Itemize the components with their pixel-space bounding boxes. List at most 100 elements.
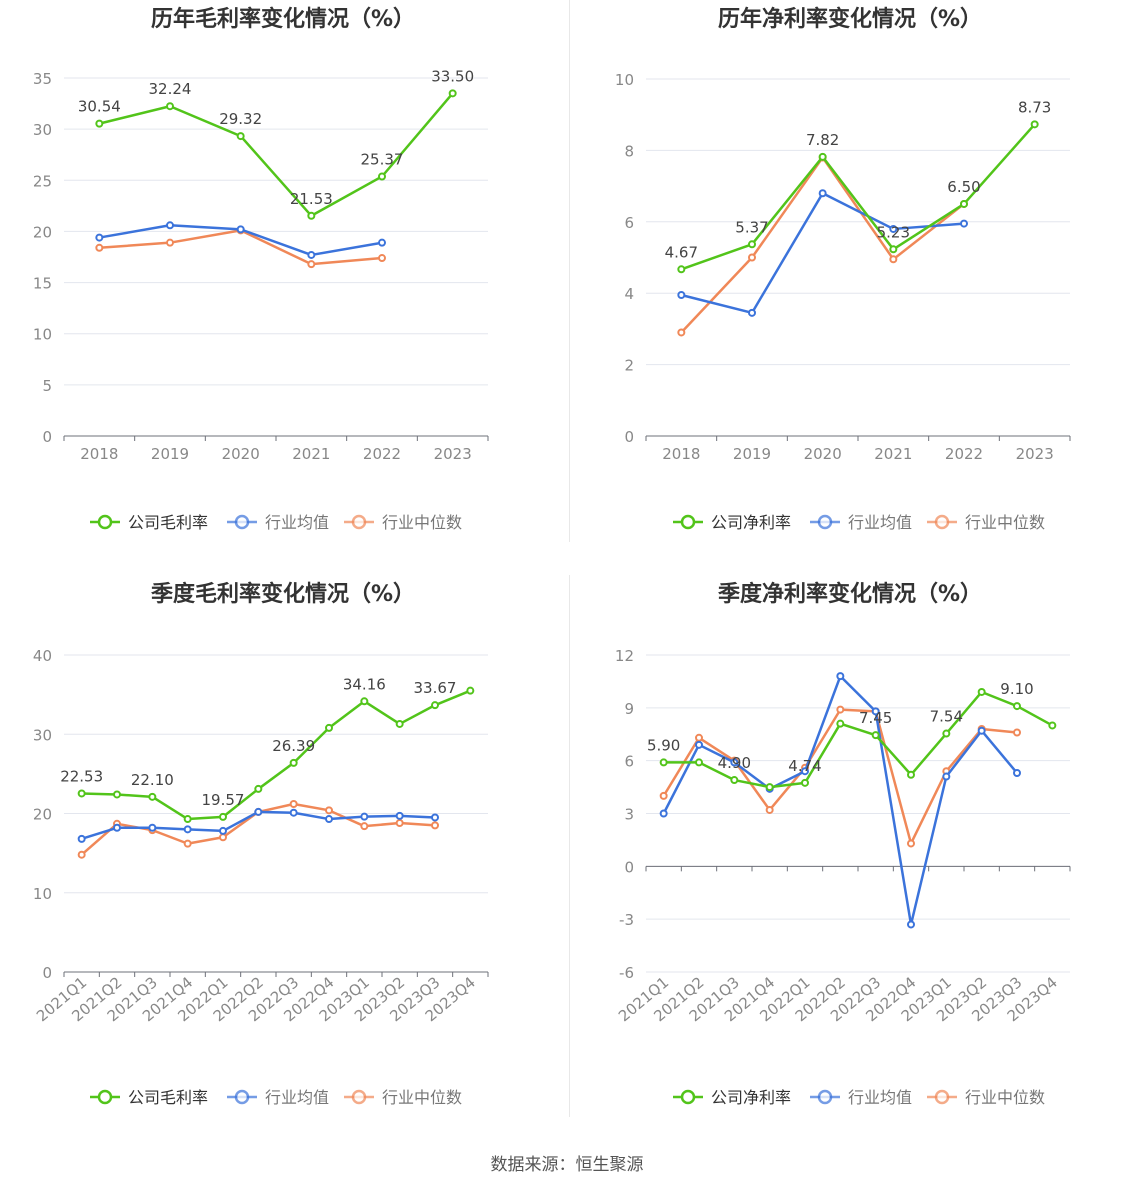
legend-item: 公司净利率 bbox=[673, 1088, 791, 1107]
y-tick-label: -3 bbox=[619, 911, 634, 929]
data-point bbox=[183, 815, 192, 824]
y-tick-label: 0 bbox=[624, 858, 634, 876]
legend-swatch-marker bbox=[680, 1089, 696, 1105]
data-point bbox=[448, 89, 457, 98]
legend-label: 公司毛利率 bbox=[128, 1088, 208, 1107]
data-point bbox=[907, 920, 915, 929]
data-label: 7.54 bbox=[930, 708, 963, 726]
data-point bbox=[325, 723, 333, 732]
legend-swatch-marker bbox=[351, 1089, 367, 1105]
data-point bbox=[289, 758, 298, 767]
x-tick-label: 2020 bbox=[804, 445, 842, 463]
y-tick-label: 10 bbox=[33, 885, 52, 903]
chart-annual-net-margin: 历年净利率变化情况（%） 0 2 4 6 8 10 2018 2019 2020 2021 2022 2… bbox=[567, 0, 1134, 575]
data-point bbox=[818, 189, 827, 198]
data-point bbox=[325, 806, 333, 815]
data-label: 25.37 bbox=[361, 151, 404, 169]
data-label: 21.53 bbox=[290, 190, 333, 208]
legend-label: 行业均值 bbox=[265, 1088, 329, 1107]
legend-item: 公司净利率 bbox=[673, 513, 791, 532]
data-point bbox=[95, 233, 104, 242]
chart-quarterly-gross-margin: 季度毛利率变化情况（%） 0 10 20 30 40 2021Q1 2021Q2 2021Q3 2… bbox=[0, 575, 567, 1150]
chart-quarterly-net-margin: 季度净利率变化情况（%） -6 -3 0 3 6 9 12 2021Q1 2021Q2 2021Q3… bbox=[567, 575, 1134, 1150]
data-label: 34.16 bbox=[343, 675, 386, 693]
y-tick-label: 9 bbox=[624, 700, 634, 718]
data-point bbox=[166, 238, 174, 247]
data-point bbox=[889, 245, 898, 254]
y-tick-label: 35 bbox=[33, 70, 52, 88]
data-point bbox=[360, 697, 369, 706]
data-point bbox=[659, 809, 668, 818]
data-point bbox=[765, 783, 774, 792]
data-point bbox=[1030, 120, 1039, 129]
legend-label: 行业中位数 bbox=[965, 513, 1045, 532]
y-tick-label: 40 bbox=[33, 647, 52, 665]
data-point bbox=[748, 253, 756, 262]
legend-label: 公司净利率 bbox=[711, 1088, 791, 1107]
data-point bbox=[695, 758, 703, 767]
data-point bbox=[395, 719, 404, 728]
data-label: 5.23 bbox=[877, 223, 910, 241]
legend-item: 行业均值 bbox=[810, 1088, 912, 1107]
x-tick-label: 2019 bbox=[733, 445, 771, 463]
series-line bbox=[680, 123, 1036, 271]
y-tick-label: 5 bbox=[42, 377, 52, 395]
data-point bbox=[677, 290, 686, 299]
legend-swatch-marker bbox=[817, 1089, 833, 1105]
legend-item: 行业均值 bbox=[227, 1088, 329, 1107]
data-label: 4.90 bbox=[718, 754, 751, 772]
data-label: 5.37 bbox=[735, 218, 768, 236]
data-point bbox=[95, 119, 104, 128]
y-tick-label: 25 bbox=[33, 172, 52, 190]
data-source-note: 数据来源：恒生聚源 bbox=[490, 1155, 644, 1175]
data-point bbox=[677, 328, 686, 337]
data-label: 32.24 bbox=[149, 80, 192, 98]
data-point bbox=[431, 813, 439, 822]
legend-item: 公司毛利率 bbox=[90, 513, 208, 532]
data-label: 33.67 bbox=[414, 679, 457, 697]
data-point bbox=[325, 815, 333, 824]
x-tick-label: 2021 bbox=[874, 445, 912, 463]
data-label: 4.74 bbox=[788, 757, 821, 775]
data-point bbox=[977, 726, 986, 735]
y-tick-label: 4 bbox=[624, 285, 634, 303]
legend-label: 行业中位数 bbox=[965, 1088, 1045, 1107]
data-point bbox=[960, 219, 968, 228]
data-point bbox=[360, 812, 369, 821]
legend-swatch-marker bbox=[934, 1089, 950, 1105]
legend-label: 行业均值 bbox=[265, 513, 329, 532]
legend-item: 行业中位数 bbox=[927, 513, 1045, 532]
data-point bbox=[1048, 721, 1057, 730]
data-point bbox=[730, 776, 739, 785]
y-tick-label: 0 bbox=[42, 964, 52, 982]
data-label: 30.54 bbox=[78, 98, 121, 116]
data-point bbox=[219, 833, 227, 842]
data-point bbox=[431, 701, 439, 710]
data-point bbox=[183, 839, 192, 848]
data-point bbox=[166, 221, 174, 230]
chart-svg: 历年净利率变化情况（%） 0 2 4 6 8 10 2018 2019 2020 2021 2022 2… bbox=[615, 6, 1071, 532]
x-tick-label: 2022 bbox=[363, 445, 401, 463]
panel-divider bbox=[569, 575, 570, 1117]
data-point bbox=[378, 172, 386, 181]
chart-title: 历年毛利率变化情况（%） bbox=[151, 6, 415, 32]
data-point bbox=[378, 238, 386, 247]
data-point bbox=[219, 812, 227, 821]
y-tick-label: 6 bbox=[624, 214, 634, 232]
y-tick-label: 0 bbox=[624, 428, 634, 446]
legend-item: 行业均值 bbox=[810, 513, 912, 532]
chart-annual-gross-margin: 历年毛利率变化情况（%） 0 5 10 15 20 25 30 35 2018 2019 2020 20… bbox=[0, 0, 567, 575]
legend-swatch-marker bbox=[234, 1089, 250, 1105]
data-point bbox=[1013, 728, 1021, 737]
data-point bbox=[395, 811, 404, 820]
legend-swatch-marker bbox=[234, 514, 250, 530]
legend-item: 行业中位数 bbox=[344, 513, 462, 532]
data-point bbox=[113, 790, 121, 799]
legend-swatch-marker bbox=[97, 514, 113, 530]
legend-item: 公司毛利率 bbox=[90, 1088, 208, 1107]
data-point bbox=[907, 839, 915, 848]
data-point bbox=[307, 250, 316, 259]
y-tick-label: 15 bbox=[33, 275, 52, 293]
legend-swatch-marker bbox=[934, 514, 950, 530]
y-tick-label: 20 bbox=[33, 806, 52, 824]
